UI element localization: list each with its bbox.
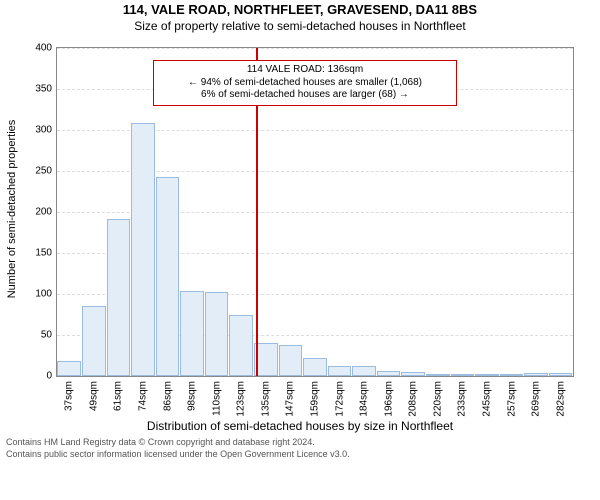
footer-line1: Contains HM Land Registry data © Crown c… — [6, 437, 594, 449]
x-tick-label: 233sqm — [457, 381, 468, 417]
histogram-bar — [500, 374, 524, 376]
chart-title-main: 114, VALE ROAD, NORTHFLEET, GRAVESEND, D… — [0, 2, 600, 17]
x-tick-label: 282sqm — [555, 381, 566, 417]
x-tick-label: 159sqm — [310, 381, 321, 417]
histogram-bar — [107, 219, 131, 376]
histogram-bar — [156, 177, 180, 376]
x-tick-label: 245sqm — [482, 381, 493, 417]
x-tick-label: 184sqm — [359, 381, 370, 417]
x-tick-label: 49sqm — [88, 381, 99, 411]
y-tick-label: 400 — [0, 43, 52, 54]
x-tick-label: 110sqm — [211, 381, 222, 416]
x-tick-label: 74sqm — [138, 381, 149, 411]
histogram-bar — [524, 373, 548, 376]
histogram-bar — [254, 343, 278, 376]
histogram-bar — [57, 361, 81, 376]
footer: Contains HM Land Registry data © Crown c… — [0, 433, 600, 460]
histogram-bar — [377, 371, 401, 376]
y-tick-label: 200 — [0, 207, 52, 218]
gridline — [57, 48, 573, 49]
annotation-line1: 114 VALE ROAD: 136sqm — [160, 64, 450, 77]
chart-title-sub: Size of property relative to semi-detach… — [0, 19, 600, 33]
y-tick-label: 250 — [0, 166, 52, 177]
annotation-line3: 6% of semi-detached houses are larger (6… — [160, 89, 450, 102]
histogram-bar — [205, 292, 229, 376]
x-tick-label: 98sqm — [187, 381, 198, 411]
x-tick-label: 37sqm — [64, 381, 75, 411]
x-tick-label: 172sqm — [334, 381, 345, 417]
chart-area: Number of semi-detached properties 05010… — [0, 39, 600, 417]
x-tick-label: 220sqm — [432, 381, 443, 417]
x-axis-label: Distribution of semi-detached houses by … — [0, 419, 600, 433]
y-tick-label: 100 — [0, 289, 52, 300]
histogram-bar — [451, 374, 475, 376]
x-tick-label: 147sqm — [285, 381, 296, 417]
histogram-bar — [426, 374, 450, 376]
histogram-bar — [352, 366, 376, 376]
y-tick-label: 350 — [0, 84, 52, 95]
histogram-bar — [401, 372, 425, 376]
annotation-line2: ← 94% of semi-detached houses are smalle… — [160, 77, 450, 90]
histogram-bar — [328, 366, 352, 376]
y-tick-label: 150 — [0, 248, 52, 259]
histogram-bar — [131, 123, 155, 376]
histogram-bar — [303, 358, 327, 376]
histogram-bar — [279, 345, 303, 376]
x-tick-label: 61sqm — [113, 381, 124, 411]
histogram-bar — [475, 374, 499, 376]
histogram-bar — [180, 291, 204, 376]
x-tick-label: 208sqm — [408, 381, 419, 417]
histogram-bar — [549, 373, 573, 376]
annotation-box: 114 VALE ROAD: 136sqm ← 94% of semi-deta… — [153, 60, 457, 106]
y-tick-label: 300 — [0, 125, 52, 136]
histogram-bar — [82, 306, 106, 376]
histogram-bar — [229, 315, 253, 376]
x-tick-label: 86sqm — [162, 381, 173, 411]
x-tick-label: 123sqm — [236, 381, 247, 417]
plot-region: 114 VALE ROAD: 136sqm ← 94% of semi-deta… — [56, 47, 574, 377]
y-tick-label: 50 — [0, 330, 52, 341]
y-tick-label: 0 — [0, 371, 52, 382]
x-tick-label: 196sqm — [383, 381, 394, 417]
footer-line2: Contains public sector information licen… — [6, 449, 594, 461]
x-tick-label: 135sqm — [260, 381, 271, 417]
x-tick-label: 269sqm — [531, 381, 542, 417]
x-tick-label: 257sqm — [506, 381, 517, 417]
